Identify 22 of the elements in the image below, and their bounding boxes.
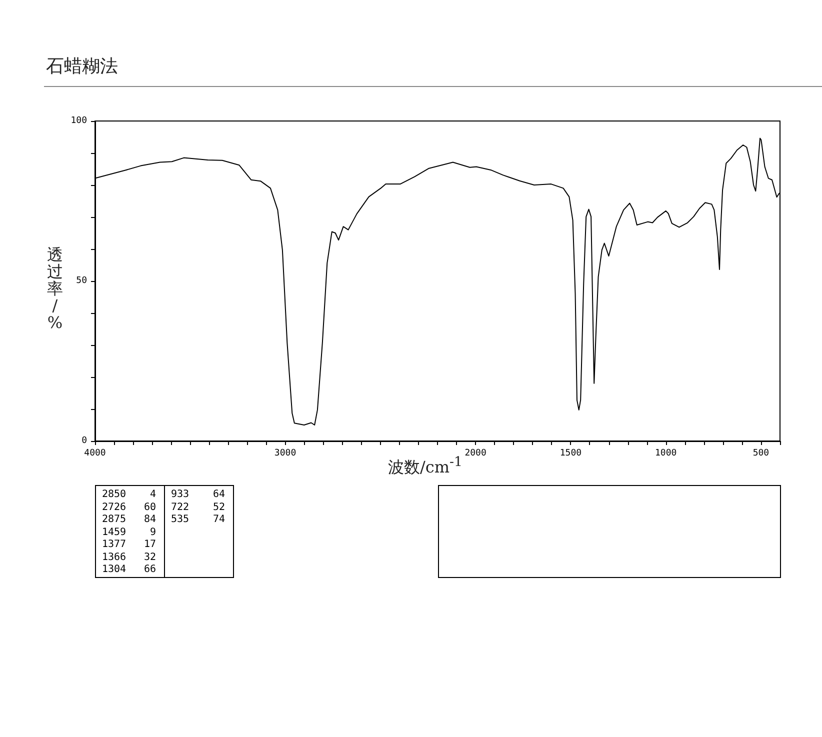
text: 933 64 [171,489,225,500]
text: 1377 17 [102,539,156,550]
x-tick-label: 2000 [464,448,486,458]
x-tick-label: 3000 [274,448,296,458]
text: 2850 4 [102,489,156,500]
y-tick-label: 50 [76,276,87,286]
text: 1459 9 [102,526,156,538]
text: 535 74 [171,514,225,525]
x-axis-title: 波数/cm$^{-1}$ [388,455,463,478]
x-tick-label: 1500 [560,448,582,458]
y-tick-label: 100 [70,116,87,126]
text: 722 52 [171,502,225,512]
x-tick-label: 4000 [84,448,106,458]
chart-title: 石蜡糊法 [46,55,118,78]
text: 1304 66 [102,564,156,575]
x-tick-label: 500 [752,448,770,458]
text: 2875 84 [102,514,156,525]
text: 1366 32 [102,552,156,562]
y-axis-title: 透过率/% [46,245,64,332]
text: 2726 60 [102,502,156,512]
x-tick-label: 1000 [654,448,677,458]
y-tick-label: 0 [82,436,87,446]
